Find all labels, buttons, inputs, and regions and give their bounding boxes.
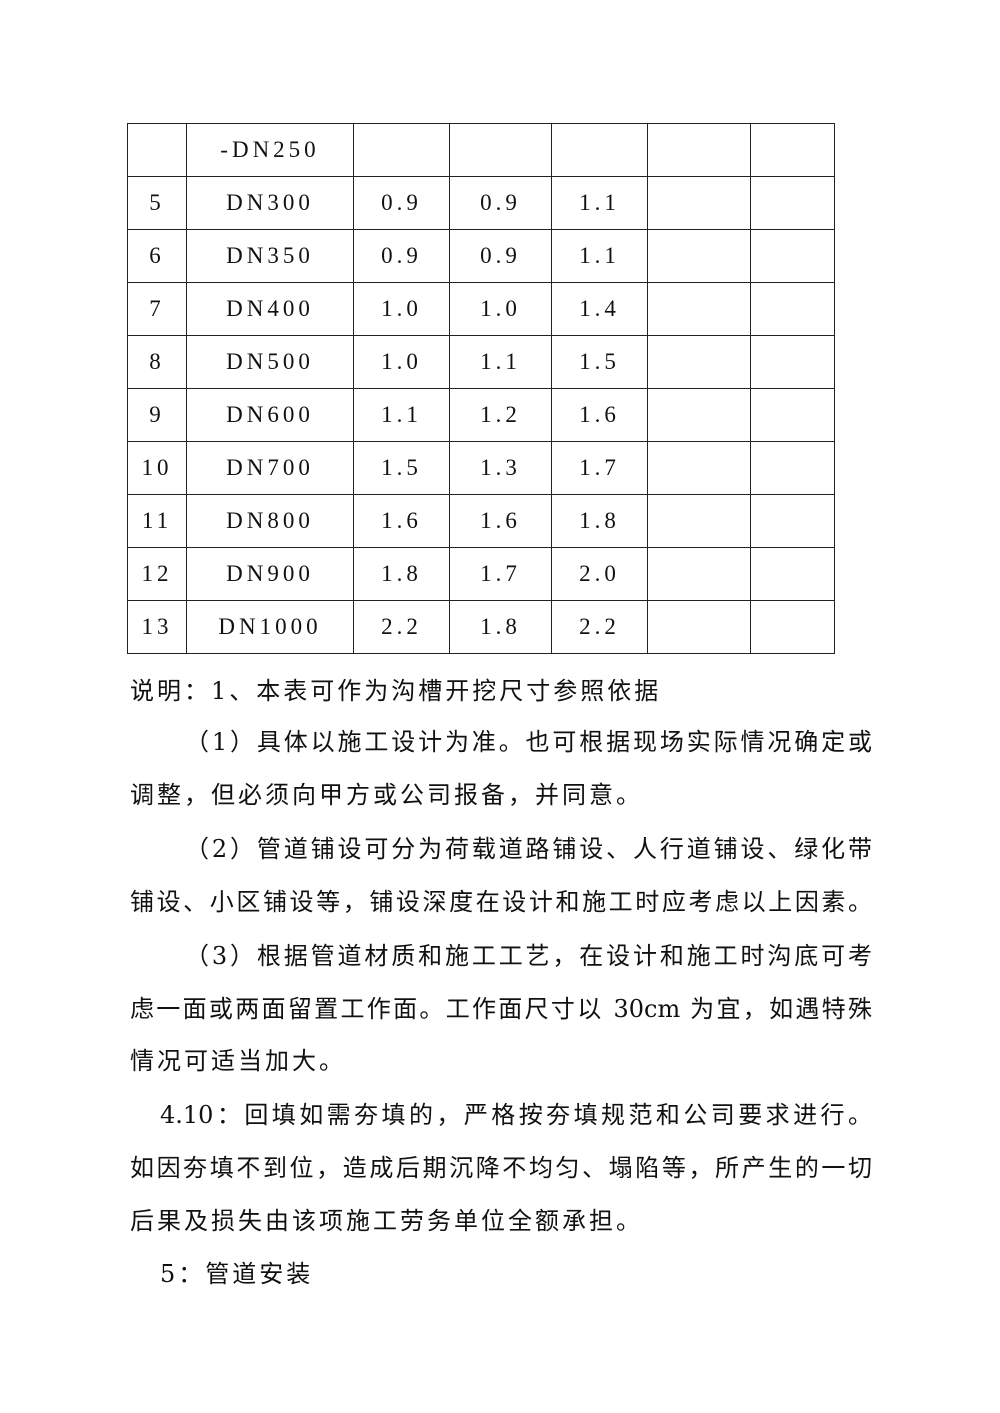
- table-cell: [353, 123, 450, 177]
- table-row: 5 DN300 0.9 0.9 1.1: [127, 176, 835, 230]
- table-cell: 0.9: [353, 176, 450, 230]
- note-1-line-1: （1）具体以施工设计为准。也可根据现场实际情况确定或: [185, 728, 872, 756]
- table-cell: 1.0: [353, 282, 450, 336]
- table-cell: [750, 441, 835, 495]
- table-cell: 1.1: [449, 335, 552, 389]
- table-row: 13 DN1000 2.2 1.8 2.2: [127, 600, 835, 654]
- table-cell: DN700: [186, 441, 354, 495]
- table-cell: [647, 123, 751, 177]
- table-cell: 0.9: [353, 229, 450, 283]
- table-cell: 7: [127, 282, 187, 336]
- table-cell: 1.8: [551, 494, 648, 548]
- table-row: 7 DN400 1.0 1.0 1.4: [127, 282, 835, 336]
- table-cell: 2.0: [551, 547, 648, 601]
- table-cell: 12: [127, 547, 187, 601]
- section-4-10-line-3: 后果及损失由该项施工劳务单位全额承担。: [130, 1207, 643, 1235]
- table-cell: 11: [127, 494, 187, 548]
- table-cell: 0.9: [449, 229, 552, 283]
- table-cell: [750, 229, 835, 283]
- table-cell: DN350: [186, 229, 354, 283]
- table-row: 10 DN700 1.5 1.3 1.7: [127, 441, 835, 495]
- table-cell: 1.3: [449, 441, 552, 495]
- table-row: 8 DN500 1.0 1.1 1.5: [127, 335, 835, 389]
- table-cell: 10: [127, 441, 187, 495]
- table-cell: [647, 335, 751, 389]
- note-3-line-1: （3）根据管道材质和施工工艺，在设计和施工时沟底可考: [185, 942, 872, 970]
- table-cell: [647, 547, 751, 601]
- table-row: 9 DN600 1.1 1.2 1.6: [127, 388, 835, 442]
- table-cell: [647, 600, 751, 654]
- table-cell: [647, 494, 751, 548]
- table-cell: [647, 176, 751, 230]
- table-cell: 1.5: [353, 441, 450, 495]
- table-cell: DN500: [186, 335, 354, 389]
- table-cell: [750, 388, 835, 442]
- table-cell: [647, 441, 751, 495]
- table-cell: 2.2: [551, 600, 648, 654]
- table-cell: 2.2: [353, 600, 450, 654]
- table-cell: 1.0: [353, 335, 450, 389]
- note-3-line-2: 虑一面或两面留置工作面。工作面尺寸以 30cm 为宜，如遇特殊: [130, 995, 872, 1023]
- table-row: 11 DN800 1.6 1.6 1.8: [127, 494, 835, 548]
- table-cell: 1.6: [353, 494, 450, 548]
- note-2-line-1: （2）管道铺设可分为荷载道路铺设、人行道铺设、绿化带: [185, 835, 872, 863]
- table-cell: 1.1: [353, 388, 450, 442]
- table-cell: [750, 335, 835, 389]
- table-cell: [449, 123, 552, 177]
- table-cell: DN800: [186, 494, 354, 548]
- table-cell: [647, 229, 751, 283]
- table-cell: 1.1: [551, 229, 648, 283]
- table-cell: 9: [127, 388, 187, 442]
- table-row: -DN250: [127, 123, 835, 177]
- table-cell: 1.2: [449, 388, 552, 442]
- section-4-10-line-2: 如因夯填不到位，造成后期沉降不均匀、塌陷等，所产生的一切: [130, 1154, 872, 1182]
- table-cell: 0.9: [449, 176, 552, 230]
- table-cell: 1.8: [353, 547, 450, 601]
- table-cell: [127, 123, 187, 177]
- trench-dimension-table: -DN250 5 DN300 0.9 0.9 1.1 6 DN350 0.9 0.9 1.1 7 DN4…: [127, 123, 835, 654]
- table-cell: 1.1: [551, 176, 648, 230]
- table-cell: [647, 282, 751, 336]
- section-5-heading: 5：管道安装: [160, 1260, 314, 1288]
- table-cell: 1.5: [551, 335, 648, 389]
- table-cell: DN300: [186, 176, 354, 230]
- note-2-line-2: 铺设、小区铺设等，铺设深度在设计和施工时应考虑以上因素。: [130, 888, 872, 916]
- table-row: 12 DN900 1.8 1.7 2.0: [127, 547, 835, 601]
- table-cell: [750, 547, 835, 601]
- table-cell: [750, 282, 835, 336]
- table-cell: 1.6: [449, 494, 552, 548]
- table-cell: DN400: [186, 282, 354, 336]
- note-heading: 说明：1、本表可作为沟槽开挖尺寸参照依据: [130, 677, 662, 705]
- table-cell: DN600: [186, 388, 354, 442]
- table-row: 6 DN350 0.9 0.9 1.1: [127, 229, 835, 283]
- table-cell: 1.7: [449, 547, 552, 601]
- table-cell: [750, 494, 835, 548]
- table-cell: -DN250: [186, 123, 354, 177]
- table-cell: [750, 600, 835, 654]
- note-1-line-2: 调整，但必须向甲方或公司报备，并同意。: [130, 781, 643, 809]
- table-cell: [750, 123, 835, 177]
- table-cell: DN900: [186, 547, 354, 601]
- table-cell: [647, 388, 751, 442]
- table-cell: 13: [127, 600, 187, 654]
- table-cell: 1.8: [449, 600, 552, 654]
- section-4-10-line-1: 4.10：回填如需夯填的，严格按夯填规范和公司要求进行。: [160, 1101, 872, 1129]
- table-cell: 1.7: [551, 441, 648, 495]
- table-cell: 1.4: [551, 282, 648, 336]
- table-cell: 6: [127, 229, 187, 283]
- note-3-line-3: 情况可适当加大。: [130, 1047, 346, 1075]
- table-cell: 8: [127, 335, 187, 389]
- table-cell: [750, 176, 835, 230]
- table-cell: 5: [127, 176, 187, 230]
- table-cell: 1.0: [449, 282, 552, 336]
- table-cell: DN1000: [186, 600, 354, 654]
- table-cell: [551, 123, 648, 177]
- table-cell: 1.6: [551, 388, 648, 442]
